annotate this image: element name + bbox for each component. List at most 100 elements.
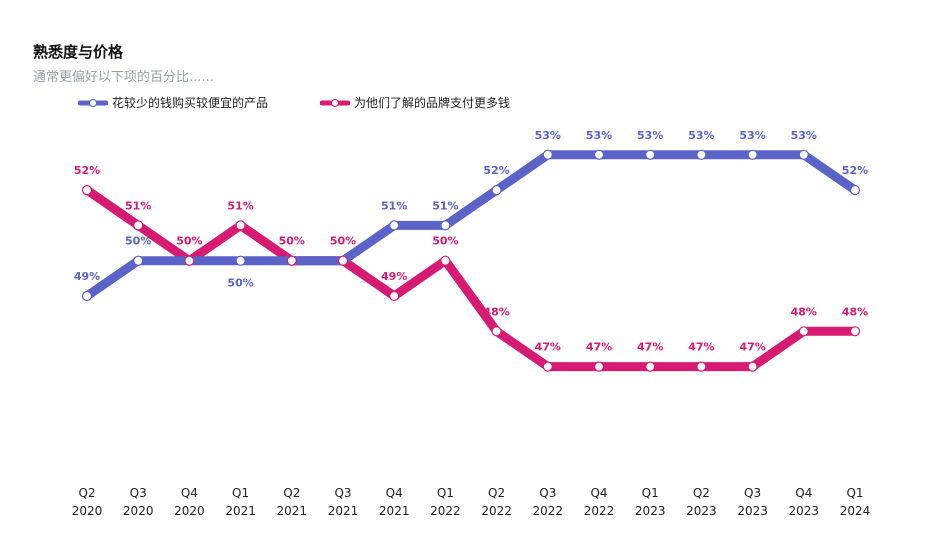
data-label: 53% <box>637 129 663 142</box>
x-tick-label: 2023 <box>635 504 666 518</box>
data-point <box>593 361 605 372</box>
x-tick-label: Q1 <box>437 486 454 500</box>
series-line <box>82 150 860 301</box>
data-point <box>337 255 349 266</box>
data-point <box>440 255 451 266</box>
data-point <box>81 290 93 302</box>
data-label: 51% <box>381 199 407 212</box>
x-tick-label: 2022 <box>430 504 461 518</box>
data-point <box>389 290 400 302</box>
data-point <box>747 149 758 160</box>
x-tick-label: 2022 <box>584 504 615 518</box>
data-label: 47% <box>535 341 561 354</box>
data-label: 48% <box>483 305 509 318</box>
data-label: 51% <box>432 199 458 212</box>
chart-title: 熟悉度与价格 <box>33 43 124 61</box>
data-label: 50% <box>125 235 151 248</box>
data-label: 53% <box>739 129 765 142</box>
data-label: 53% <box>535 129 561 142</box>
data-point <box>133 220 144 231</box>
data-label: 51% <box>227 199 253 212</box>
data-label: 49% <box>74 270 100 283</box>
x-tick-label: Q2 <box>693 486 710 500</box>
data-point <box>286 255 297 266</box>
data-point <box>849 326 861 337</box>
data-label: 48% <box>791 305 817 318</box>
x-tick-label: Q1 <box>846 486 863 500</box>
x-tick-label: Q3 <box>130 486 147 500</box>
data-point <box>491 326 502 337</box>
data-label: 48% <box>842 305 868 318</box>
data-point <box>593 149 605 160</box>
legend-label: 花较少的钱购买较便宜的产品 <box>112 96 269 110</box>
data-label: 53% <box>688 129 714 142</box>
data-point <box>798 326 809 337</box>
data-point <box>849 185 861 196</box>
data-label: 50% <box>432 235 458 248</box>
x-tick-label: 2023 <box>789 504 820 518</box>
data-label: 47% <box>586 341 612 354</box>
x-tick-label: 2020 <box>72 504 103 518</box>
chart-subtitle: 通常更偏好以下项的百分比...... <box>33 70 214 85</box>
x-tick-label: Q2 <box>488 486 505 500</box>
data-point <box>440 220 451 231</box>
data-point <box>747 361 758 372</box>
data-point <box>696 361 707 372</box>
data-point <box>542 361 553 372</box>
x-tick-label: Q3 <box>744 486 761 500</box>
data-point <box>798 149 809 160</box>
x-tick-label: Q3 <box>334 486 351 500</box>
data-label: 53% <box>791 129 817 142</box>
data-label: 47% <box>739 341 765 354</box>
legend-line-marker-icon <box>320 98 350 107</box>
x-tick-label: 2024 <box>840 504 871 518</box>
data-label: 50% <box>176 235 202 248</box>
x-tick-label: Q4 <box>386 486 403 500</box>
x-tick-label: 2020 <box>174 504 205 518</box>
data-label: 49% <box>381 270 407 283</box>
data-label: 50% <box>330 235 356 248</box>
data-label: 52% <box>483 164 509 177</box>
data-label: 52% <box>74 164 100 177</box>
x-tick-label: Q4 <box>181 486 198 500</box>
data-label: 50% <box>227 277 253 290</box>
x-tick-label: 2022 <box>533 504 564 518</box>
x-tick-label: Q2 <box>78 486 95 500</box>
data-point <box>696 149 707 160</box>
data-point <box>235 255 246 266</box>
x-tick-label: 2021 <box>328 504 359 518</box>
x-tick-label: 2021 <box>225 504 256 518</box>
data-label: 47% <box>688 341 714 354</box>
data-point <box>645 361 656 372</box>
data-point <box>542 149 553 160</box>
legend-label: 为他们了解的品牌支付更多钱 <box>354 96 511 110</box>
x-tick-label: Q1 <box>642 486 659 500</box>
x-tick-label: 2023 <box>686 504 717 518</box>
x-tick-label: 2023 <box>737 504 768 518</box>
data-label: 53% <box>586 129 612 142</box>
data-point <box>81 185 93 196</box>
data-label: 51% <box>125 199 151 212</box>
x-tick-label: Q4 <box>590 486 607 500</box>
data-point <box>184 255 195 266</box>
x-tick-label: Q2 <box>283 486 300 500</box>
legend-line-marker-icon <box>78 98 108 107</box>
x-tick-label: Q1 <box>232 486 249 500</box>
x-tick-label: Q3 <box>539 486 556 500</box>
data-label: 47% <box>637 341 663 354</box>
series-line <box>82 185 860 372</box>
x-tick-label: Q4 <box>795 486 812 500</box>
legend-item-brand[interactable]: 为他们了解的品牌支付更多钱 <box>320 94 510 111</box>
data-point <box>235 220 246 231</box>
x-tick-label: 2020 <box>123 504 154 518</box>
data-point <box>491 185 502 196</box>
data-label: 50% <box>279 235 305 248</box>
data-label: 52% <box>842 164 868 177</box>
legend-item-cheaper[interactable]: 花较少的钱购买较便宜的产品 <box>78 94 268 111</box>
data-point <box>133 255 144 266</box>
data-point <box>389 220 400 231</box>
x-tick-label: 2021 <box>379 504 410 518</box>
data-point <box>645 149 656 160</box>
x-tick-label: 2021 <box>277 504 308 518</box>
